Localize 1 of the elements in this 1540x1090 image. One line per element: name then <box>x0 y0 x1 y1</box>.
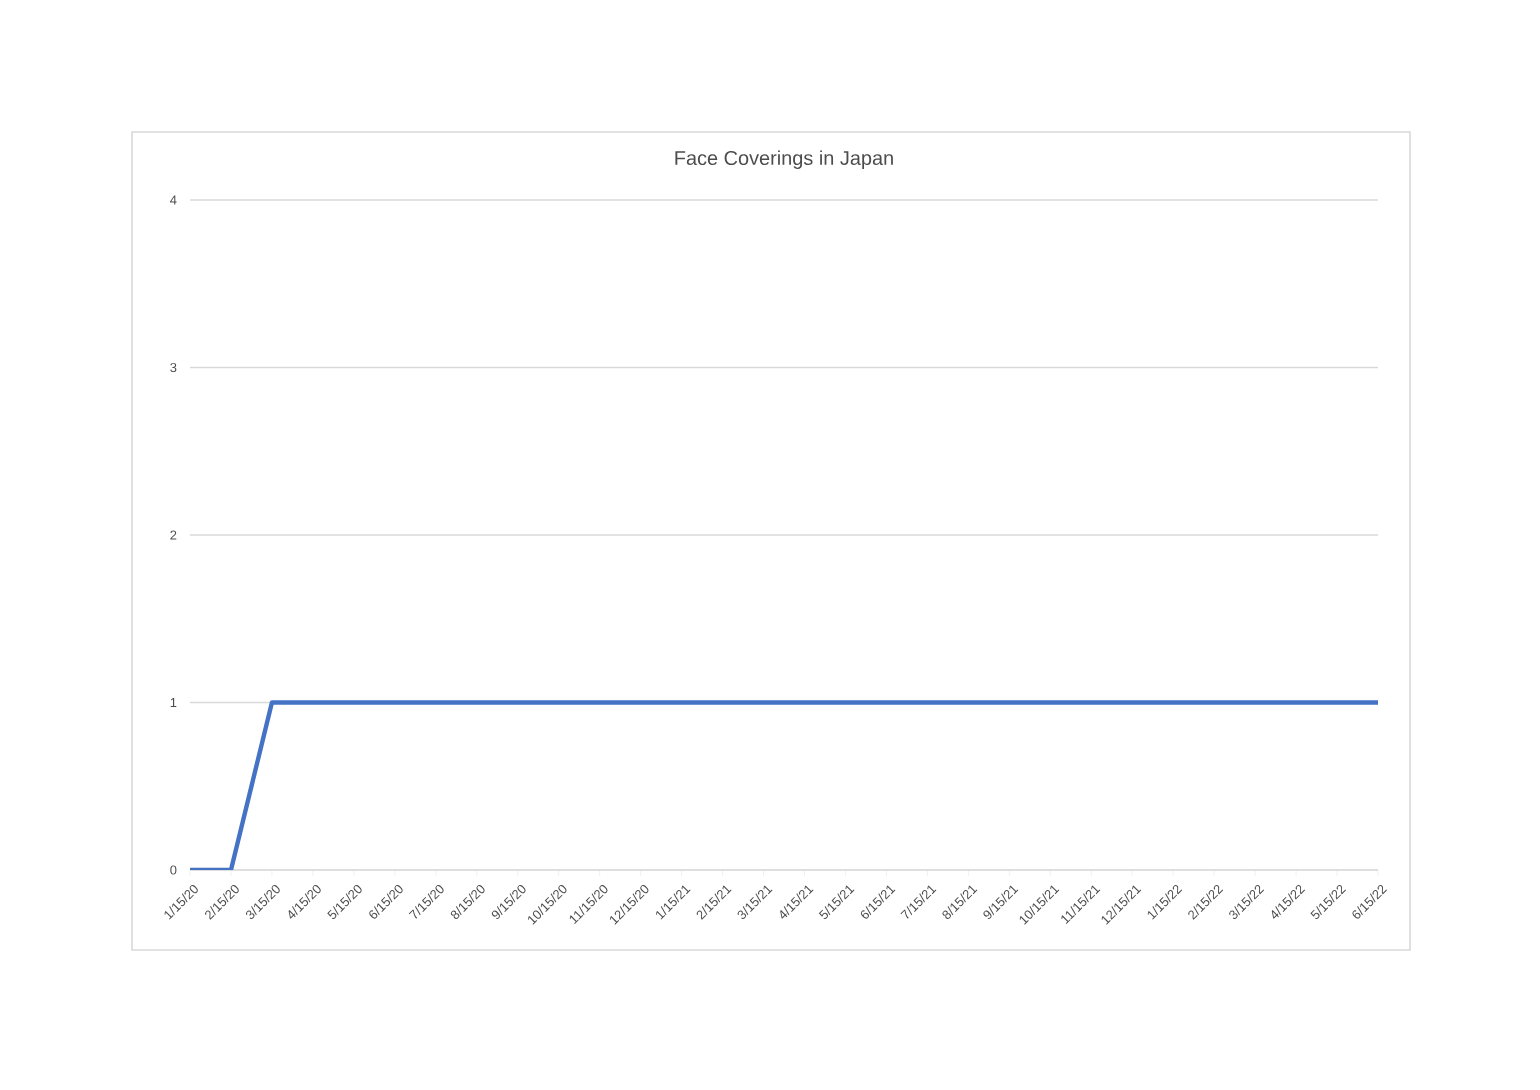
chart-title: Face Coverings in Japan <box>675 150 893 169</box>
